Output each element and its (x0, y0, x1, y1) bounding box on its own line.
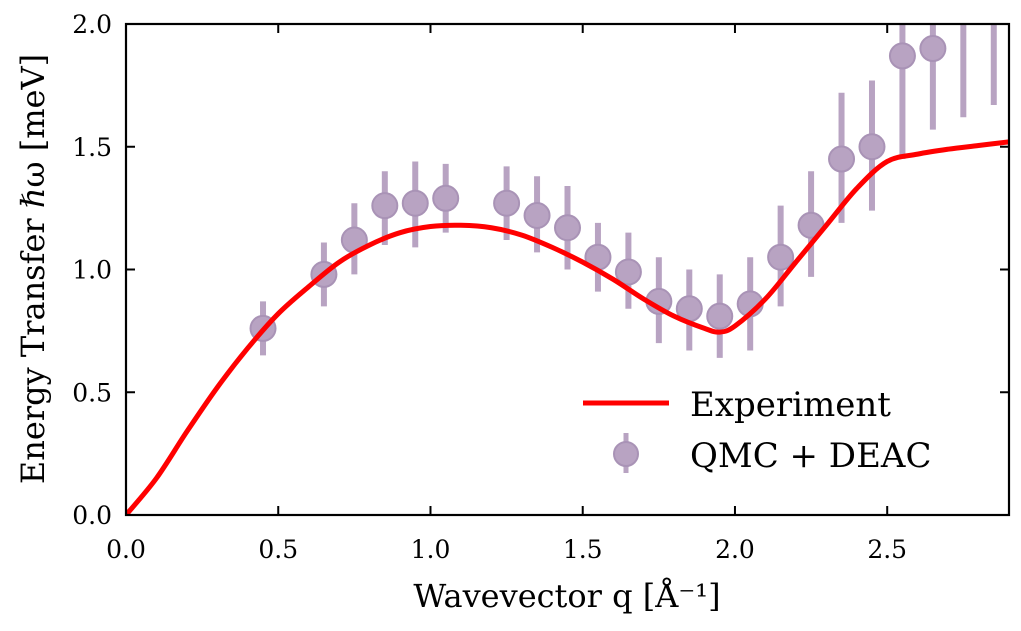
experiment-line (126, 139, 1009, 515)
x-tick-label: 0.5 (258, 535, 298, 564)
qmc-point (371, 192, 399, 220)
x-axis-label: Wavevector q [Å⁻¹] (413, 577, 720, 615)
legend-experiment-label: Experiment (690, 385, 891, 425)
qmc-point (951, 0, 976, 12)
qmc-point (828, 145, 856, 173)
experiment-curve-group (126, 139, 1009, 515)
qmc-point (706, 302, 734, 330)
qmc-point (981, 0, 1006, 12)
y-tick-label: 0.0 (72, 501, 112, 530)
qmc-point (432, 184, 460, 212)
y-tick-label: 2.0 (72, 10, 112, 39)
y-tick-label: 1.0 (72, 256, 112, 285)
x-axis-ticks: 0.0 0.5 1.0 1.5 2.0 2.5 (106, 24, 907, 564)
y-axis-ticks: 0.0 0.5 1.0 1.5 2.0 (72, 10, 1009, 530)
x-tick-label: 1.0 (411, 535, 451, 564)
qmc-point (888, 42, 916, 70)
y-tick-label: 1.5 (72, 133, 112, 162)
legend: Experiment QMC + DEAC (583, 385, 931, 476)
x-tick-label: 2.0 (715, 535, 755, 564)
qmc-point (858, 133, 886, 161)
legend-qmc-label: QMC + DEAC (690, 436, 931, 476)
qmc-point (523, 201, 551, 229)
qmc-point (919, 35, 947, 63)
qmc-point (493, 189, 521, 217)
x-tick-label: 2.5 (867, 535, 907, 564)
qmc-point (554, 214, 581, 242)
qmc-point (614, 258, 642, 286)
x-tick-label: 1.5 (563, 535, 603, 564)
marker-group (249, 0, 1006, 342)
legend-qmc-marker (613, 441, 639, 467)
y-tick-label: 0.5 (72, 378, 112, 407)
qmc-point (767, 243, 795, 271)
x-tick-label: 0.0 (106, 535, 146, 564)
y-axis-label: Energy Transfer ℏω [meV] (14, 54, 52, 484)
qmc-point (401, 189, 429, 217)
